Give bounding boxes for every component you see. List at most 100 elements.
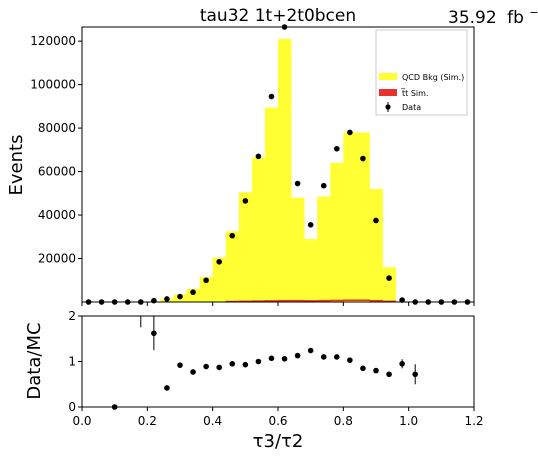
data-point <box>464 299 471 305</box>
ratio-point <box>111 404 118 410</box>
ratio-y-tick-label: 0 <box>68 400 76 414</box>
data-point <box>425 299 432 305</box>
ratio-point <box>307 347 314 354</box>
legend-qcd-swatch <box>379 73 397 80</box>
data-point <box>320 182 327 189</box>
data-point <box>138 299 144 305</box>
data-point <box>268 93 275 100</box>
qcd-hist-bar <box>343 132 357 302</box>
data-point <box>281 24 288 30</box>
ratio-point <box>229 360 236 367</box>
ratio-x-tick-label: 0.2 <box>138 414 157 428</box>
main-panel: 20000 40000 60000 80000 100000 120000 <box>30 24 475 306</box>
legend: QCD Bkg (Sim.) t̅t Sim. Data <box>375 29 468 116</box>
legend-ttbar-label: t̅t Sim. <box>400 88 428 98</box>
qcd-hist-bar <box>186 288 200 302</box>
legend-ttbar-swatch <box>379 89 397 96</box>
data-point <box>229 232 236 239</box>
ratio-x-tick-label: 0.0 <box>72 414 91 428</box>
main-y-tick-label: 80000 <box>38 121 76 135</box>
main-y-tick-label: 120000 <box>30 34 76 48</box>
ratio-point <box>412 371 419 378</box>
ttbar-hist-bar <box>343 299 357 301</box>
ratio-y-tick-label: 1 <box>68 355 76 369</box>
data-point <box>386 275 392 281</box>
data-point <box>203 277 209 284</box>
ratio-point <box>255 358 262 365</box>
data-point <box>334 145 340 152</box>
ratio-point <box>203 363 209 370</box>
luminosity-label: 35.92 fb −1 <box>448 6 538 28</box>
data-point <box>190 289 196 296</box>
data-point <box>373 217 379 224</box>
data-point <box>216 258 222 265</box>
ttbar-hist-bar <box>291 299 305 302</box>
ratio-point <box>373 367 379 374</box>
x-axis-label: τ3/τ2 <box>253 431 304 452</box>
ratio-point <box>334 354 340 360</box>
legend-qcd-label: QCD Bkg (Sim.) <box>402 73 464 82</box>
ratio-x-tick-label: 1.2 <box>464 414 483 428</box>
data-point <box>85 299 92 305</box>
ratio-x-tick-label: 0.4 <box>203 414 222 428</box>
luminosity-unit: fb <box>507 8 524 28</box>
ratio-point <box>216 364 222 371</box>
ratio-point <box>242 361 249 368</box>
ratio-point <box>294 352 301 359</box>
ratio-y-tick-label: 2 <box>68 309 76 323</box>
ttbar-hist-bar <box>369 299 383 302</box>
qcd-hist-bar <box>317 196 331 302</box>
ratio-point <box>347 357 353 363</box>
qcd-hist-bar <box>278 38 292 303</box>
ratio-x-tick-label: 0.8 <box>334 414 353 428</box>
qcd-hist-bar <box>330 162 344 302</box>
ratio-point <box>151 330 157 337</box>
chart-title: tau32 1t+2t0bcen <box>200 6 356 26</box>
data-point <box>360 155 366 162</box>
data-point <box>294 180 301 187</box>
qcd-hist-bar <box>212 257 227 302</box>
qcd-hist-bar <box>264 107 279 302</box>
data-point <box>164 296 170 302</box>
data-point <box>151 297 157 304</box>
ratio-point <box>281 355 288 362</box>
legend-data-marker <box>385 104 391 110</box>
ttbar-hist-bar <box>330 299 344 302</box>
data-point <box>347 129 353 136</box>
data-point <box>438 299 445 305</box>
qcd-hist-bar <box>251 157 266 302</box>
ratio-x-tick-label: 0.6 <box>268 414 287 428</box>
ratio-y-axis-label: Data/MC <box>24 322 45 399</box>
ratio-point <box>177 362 183 368</box>
data-point <box>111 299 118 305</box>
data-point <box>412 299 419 305</box>
ratio-point <box>399 360 405 367</box>
main-y-tick-label: 20000 <box>38 252 76 266</box>
data-point <box>124 299 131 305</box>
ratio-point <box>386 371 392 378</box>
qcd-hist-bar <box>369 188 383 302</box>
ratio-point <box>320 354 327 360</box>
data-point <box>98 299 105 305</box>
luminosity-value: 35.92 <box>448 8 497 28</box>
main-y-tick-label: 60000 <box>38 165 76 179</box>
ttbar-hist-bar <box>251 300 266 302</box>
legend-box <box>375 29 468 116</box>
main-y-tick-label: 40000 <box>38 208 76 222</box>
ttbar-hist-bar <box>238 300 253 303</box>
data-point <box>177 293 183 300</box>
data-point <box>399 297 405 303</box>
ttbar-hist-bar <box>382 300 396 303</box>
data-point <box>255 153 262 160</box>
luminosity-exponent: −1 <box>529 6 538 19</box>
ratio-point <box>164 385 170 391</box>
ttbar-hist-bar <box>356 299 370 301</box>
main-y-tick-label: 100000 <box>30 78 76 92</box>
qcd-hist-bar <box>356 132 370 302</box>
ratio-x-tick-label: 1.0 <box>399 414 418 428</box>
ratio-panel: 0 1 2 0.0 0.2 0.4 0.6 0.8 1.0 1.2 <box>68 309 483 428</box>
qcd-hist-bar <box>382 267 396 302</box>
qcd-hist-bar <box>238 192 253 302</box>
data-point <box>307 222 314 228</box>
